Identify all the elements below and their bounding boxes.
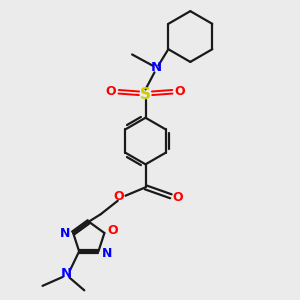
Text: O: O	[175, 85, 185, 98]
Text: O: O	[172, 191, 183, 204]
Text: O: O	[113, 190, 124, 203]
Text: N: N	[61, 267, 72, 280]
Text: N: N	[60, 226, 70, 239]
Text: N: N	[102, 247, 112, 260]
Text: O: O	[106, 85, 116, 98]
Text: N: N	[150, 61, 161, 74]
Text: S: S	[140, 87, 151, 102]
Text: O: O	[107, 224, 118, 236]
